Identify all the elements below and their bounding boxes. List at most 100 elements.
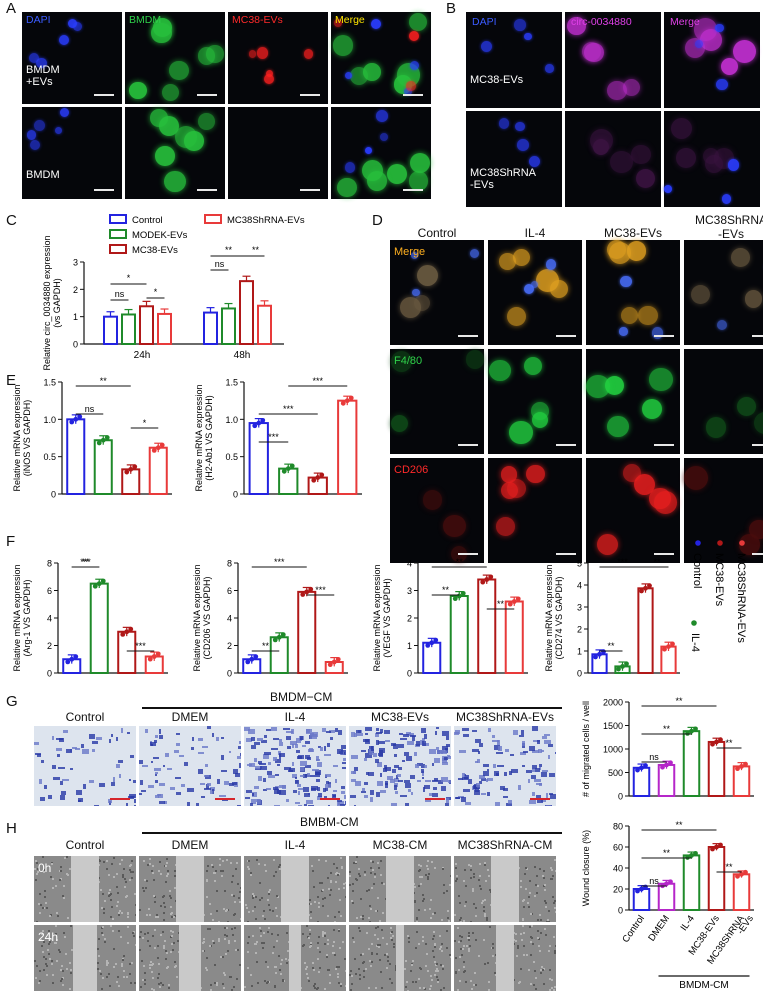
texture-dot <box>404 959 407 962</box>
texture-dot <box>44 901 47 904</box>
texture-dot <box>447 909 450 912</box>
texture-dot <box>384 954 387 957</box>
texture-dot <box>169 906 172 909</box>
texture-dot <box>282 980 285 983</box>
data-point <box>272 637 278 643</box>
stained-cell <box>542 735 548 740</box>
texture-dot <box>351 890 354 893</box>
texture-dot <box>370 943 373 946</box>
texture-dot <box>47 953 50 956</box>
y-tick-label: 80 <box>613 822 623 832</box>
bar <box>239 280 254 345</box>
significance-label: ** <box>497 599 505 609</box>
texture-dot <box>310 941 313 944</box>
texture-dot <box>468 947 471 950</box>
cell <box>59 107 69 118</box>
micrograph-tile: BMDM <box>125 12 225 104</box>
data-point <box>331 659 337 665</box>
texture-dot <box>116 873 119 876</box>
texture-dot <box>279 915 282 918</box>
stained-cell <box>394 753 398 757</box>
stained-cell <box>546 804 552 806</box>
texture-dot <box>302 933 305 936</box>
texture-dot <box>306 936 309 939</box>
texture-dot <box>332 941 335 944</box>
texture-dot <box>203 950 206 953</box>
texture-dot <box>177 950 180 953</box>
texture-dot <box>418 884 421 887</box>
significance-label: *** <box>135 641 146 651</box>
texture-dot <box>234 940 237 943</box>
texture-dot <box>316 958 319 961</box>
texture-dot <box>475 939 478 942</box>
stained-cell <box>338 801 345 806</box>
stained-cell <box>462 728 469 731</box>
texture-dot <box>432 950 435 953</box>
texture-dot <box>520 880 523 883</box>
texture-dot <box>379 860 382 863</box>
y-tick-label: 60 <box>613 843 623 853</box>
texture-dot <box>239 887 241 890</box>
texture-dot <box>304 962 307 965</box>
cell <box>664 185 673 194</box>
scale-bar <box>458 335 478 337</box>
texture-dot <box>442 867 445 870</box>
texture-dot <box>373 883 376 886</box>
stained-cell <box>297 787 304 791</box>
significance-label: ** <box>725 862 733 872</box>
texture-dot <box>486 918 489 921</box>
scale-bar <box>458 553 478 555</box>
cell <box>28 52 40 64</box>
texture-dot <box>229 861 232 864</box>
stained-cell <box>55 747 63 752</box>
texture-dot <box>218 858 221 861</box>
micrograph-tile: Merge <box>664 12 760 108</box>
bottom-bracket-label: BMDM-CM <box>679 980 728 991</box>
y-tick-label: 0 <box>233 490 238 500</box>
texture-dot <box>350 974 353 977</box>
texture-dot <box>485 880 488 883</box>
significance-label: ** <box>82 557 90 567</box>
significance-label: * <box>143 418 147 428</box>
texture-dot <box>247 910 250 913</box>
texture-dot <box>319 951 322 954</box>
texture-dot <box>324 987 327 990</box>
texture-dot <box>223 933 226 936</box>
panel-label-d: D <box>372 212 383 229</box>
texture-dot <box>125 880 128 883</box>
texture-dot <box>119 910 122 913</box>
texture-dot <box>267 965 270 968</box>
y-tick-label: 1 <box>73 312 78 322</box>
data-point <box>285 466 291 472</box>
stained-cell <box>95 737 102 741</box>
bar <box>297 590 317 674</box>
texture-dot <box>454 913 457 916</box>
cell <box>400 297 422 319</box>
texture-dot <box>534 883 537 886</box>
texture-dot <box>113 965 116 968</box>
texture-dot <box>539 932 542 935</box>
data-point <box>643 585 648 591</box>
texture-dot <box>235 862 238 865</box>
texture-dot <box>152 872 155 875</box>
texture-dot <box>473 984 476 987</box>
stained-cell <box>355 781 361 787</box>
texture-dot <box>539 972 542 975</box>
micrograph-tile <box>488 349 582 454</box>
texture-dot <box>153 900 156 903</box>
stained-cell <box>94 805 99 806</box>
texture-dot <box>317 921 320 922</box>
stained-cell <box>531 726 538 732</box>
texture-dot <box>380 986 383 989</box>
stained-cell <box>458 777 464 781</box>
stained-cell <box>528 800 536 805</box>
texture-dot <box>278 868 281 871</box>
texture-dot <box>359 915 362 918</box>
texture-dot <box>38 969 41 972</box>
texture-dot <box>223 974 226 977</box>
bar <box>632 766 651 798</box>
texture-dot <box>538 938 541 941</box>
